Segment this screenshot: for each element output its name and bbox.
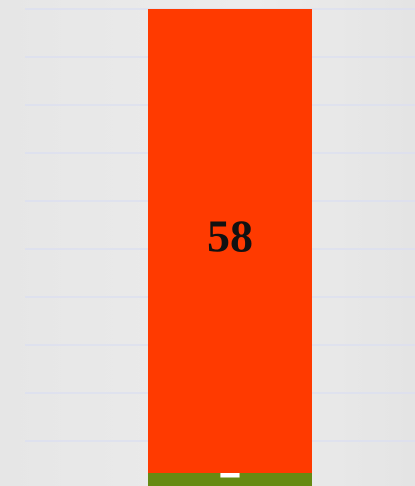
bar-segment	[148, 473, 312, 486]
bar-segment	[148, 9, 312, 473]
data-label: 58	[207, 211, 253, 262]
